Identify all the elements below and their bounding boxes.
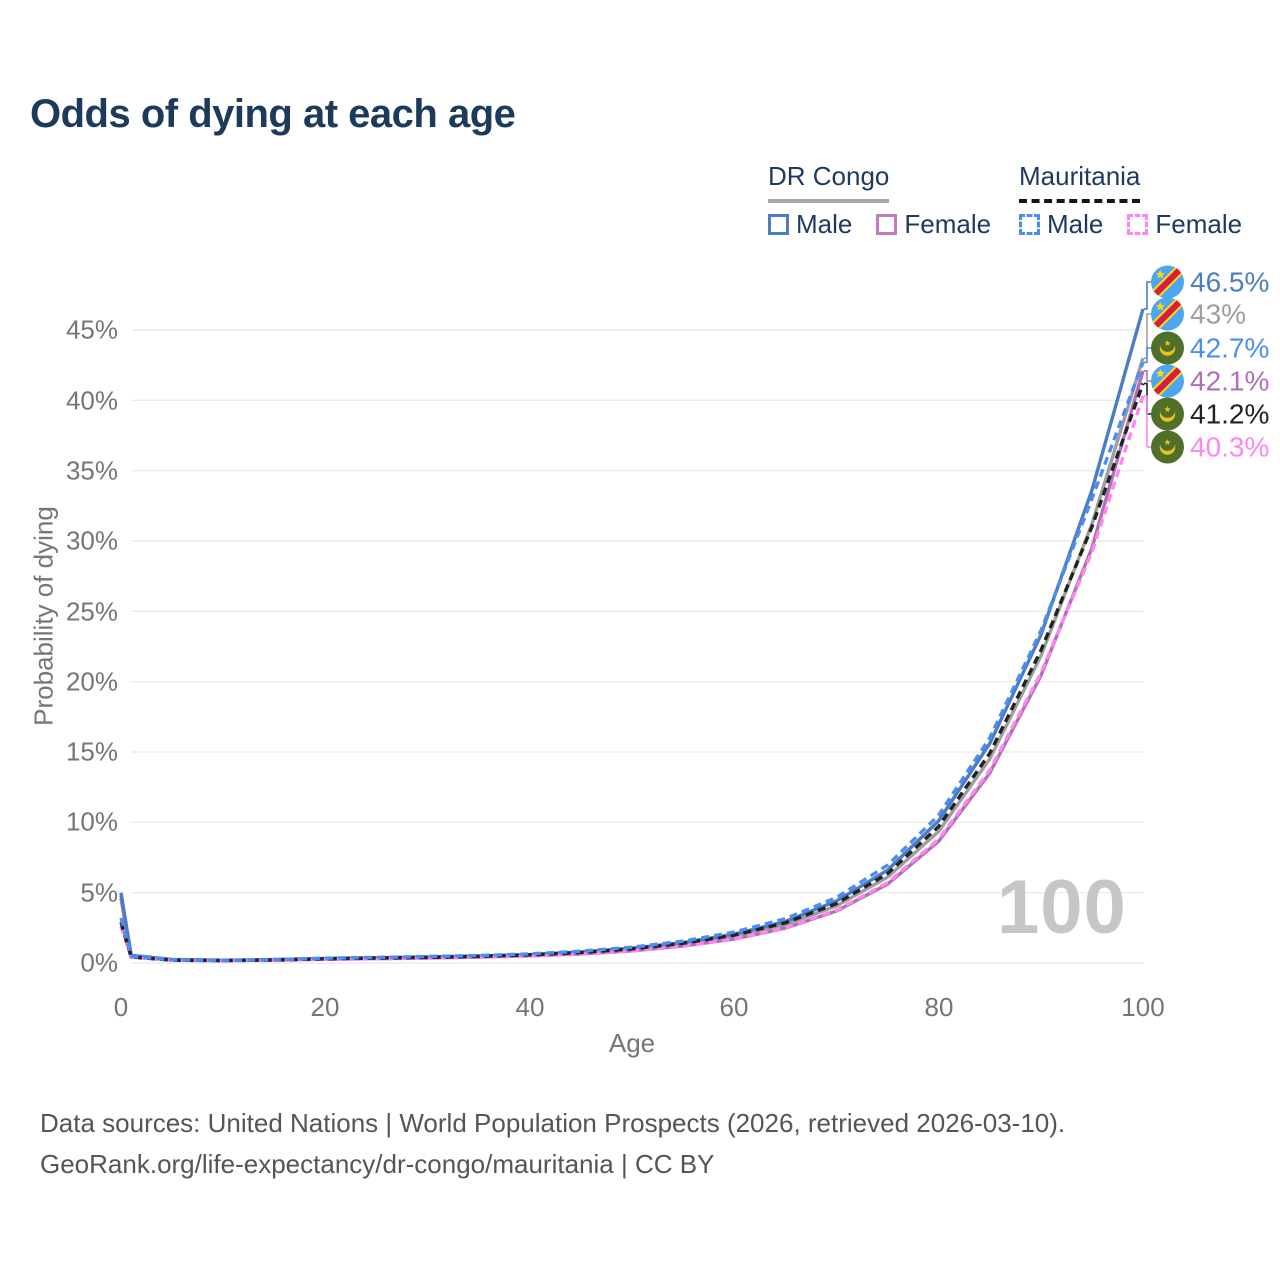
y-tick-40: 40% [65,385,118,416]
legend-group-dr-congo: DR Congo Male Female [768,161,1015,240]
dr-congo-flag-icon [1151,297,1184,331]
y-tick-0: 0% [80,947,118,978]
end-label-drcongo-both: 43% [1151,297,1247,331]
y-tick-15: 15% [65,736,118,767]
y-tick-45: 45% [65,314,118,345]
dr-congo-flag-icon [1151,364,1184,398]
y-tick-30: 30% [65,525,118,556]
legend-swatch-mauritania-female [1127,214,1149,235]
legend-swatch-mauritania-male [1019,214,1040,235]
x-tick-80: 80 [924,992,954,1022]
mauritania-flag-icon [1151,397,1184,431]
y-tick-35: 35% [65,455,118,486]
end-label-drcongo-male: 46.5% [1151,265,1270,299]
legend-header-mauritania: Mauritania [1019,161,1141,203]
legend-header-dr-congo: DR Congo [768,161,890,203]
x-tick-40: 40 [515,992,545,1022]
x-axis-title: Age [608,1028,656,1058]
end-value: 42.7% [1190,332,1270,363]
end-value: 42.1% [1190,365,1270,396]
legend-label-drcongo-male: Male [796,209,853,239]
x-tick-20: 20 [310,992,340,1022]
y-tick-10: 10% [65,806,118,837]
data-sources-text: Data sources: United Nations | World Pop… [40,1108,1066,1138]
x-tick-60: 60 [719,992,749,1022]
legend-label-mauritania-male: Male [1047,209,1104,239]
end-label-drcongo-female: 42.1% [1151,364,1270,398]
end-label-mauritania-both: 41.2% [1151,397,1270,431]
legend-swatch-drcongo-female [876,214,898,235]
legend-swatch-drcongo-male [768,214,789,235]
mauritania-flag-icon [1151,430,1184,464]
end-value: 40.3% [1190,431,1270,462]
x-tick-0: 0 [113,992,129,1022]
end-value: 46.5% [1190,266,1270,297]
mauritania-flag-icon [1151,331,1184,365]
legend-group-mauritania: Mauritania Male Female [1019,161,1266,240]
end-value: 41.2% [1190,398,1270,429]
y-tick-25: 25% [65,596,118,627]
y-tick-5: 5% [80,877,118,908]
end-label-mauritania-female: 40.3% [1151,430,1270,464]
y-tick-20: 20% [65,666,118,697]
end-value: 43% [1190,298,1247,329]
legend-label-mauritania-female: Female [1155,209,1243,239]
attribution-text: GeoRank.org/life-expectancy/dr-congo/mau… [40,1149,715,1179]
x-tick-100: 100 [1121,992,1165,1022]
dr-congo-flag-icon [1151,265,1184,299]
end-label-mauritania-male: 42.7% [1151,331,1270,365]
age-watermark: 100 [997,865,1127,950]
page-title: Odds of dying at each age [30,92,516,136]
legend-label-drcongo-female: Female [904,209,992,239]
